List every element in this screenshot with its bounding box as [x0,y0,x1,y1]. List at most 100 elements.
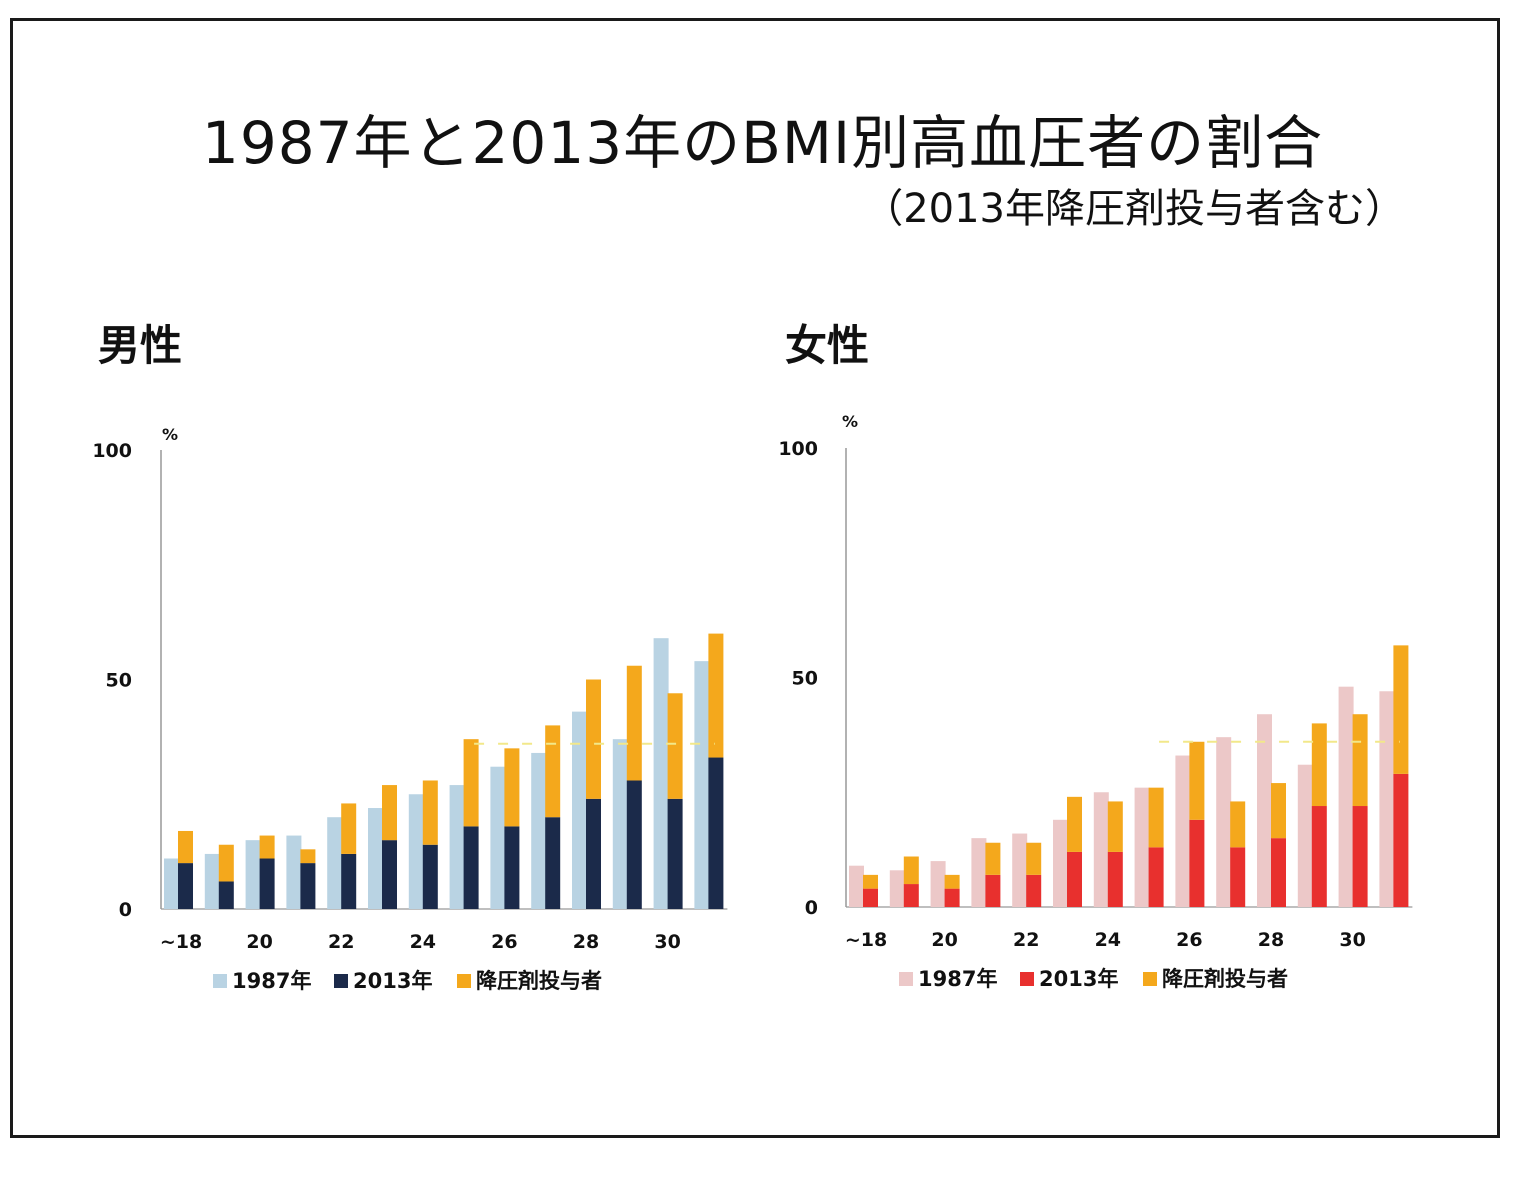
female-y-unit-label: % [842,412,858,431]
female-bar-1987 [889,870,905,907]
female-x-tick-label: 26 [1176,929,1202,951]
female-x-tick-label: 22 [1013,929,1039,951]
slide-subtitle: （2013年降圧剤投与者含む） [863,186,1405,232]
female-bar-2013 [1271,838,1286,907]
male-bar-2013 [626,780,642,909]
male-bar-2013 [586,798,601,909]
male-bar-1987 [653,638,669,909]
male-bar-2013 [341,853,357,909]
female-bar-1987 [1012,833,1028,907]
male-bar-2013 [708,757,724,909]
male-bar-1987 [327,817,343,909]
male-bar-treated [586,679,601,799]
female-bar-treated [1352,714,1368,807]
female-y-tick-label: 50 [792,668,818,690]
female-bar-2013 [1393,773,1409,907]
female-bar-treated [985,842,1001,875]
female-bar-2013 [1230,847,1246,907]
male-x-tick-label: 22 [328,931,354,953]
female-bar-1987 [971,838,987,907]
female-bar-1987 [930,861,946,907]
male-bar-treated [504,748,520,827]
female-legend-swatch [899,972,913,986]
slide-frame [10,18,1500,1138]
female-bar-treated [1393,645,1409,774]
slide-title: 1987年と2013年のBMI別高血圧者の割合 [201,109,1324,177]
female-legend-label: 2013年 [1039,967,1118,991]
female-bar-1987 [1175,755,1191,907]
male-x-tick-label: 20 [246,931,272,953]
female-bar-2013 [1026,874,1042,907]
female-x-tick-label: 28 [1258,929,1284,951]
female-bar-2013 [985,874,1001,907]
male-bar-2013 [178,863,193,909]
female-x-tick-label: ~18 [845,929,887,951]
male-x-tick-label: 26 [491,931,517,953]
female-x-tick-label: 20 [931,929,957,951]
female-bar-treated [1026,842,1042,875]
male-x-tick-label: 28 [573,931,599,953]
female-bar-treated [1067,796,1082,852]
female-legend-swatch [1143,972,1157,986]
male-bar-2013 [504,826,520,909]
female-bar-treated [863,874,878,889]
male-bar-treated [545,725,561,818]
male-bar-treated [341,803,357,854]
male-bar-1987 [490,766,506,909]
male-bar-2013 [218,881,234,909]
male-bar-2013 [667,798,683,909]
male-x-tick-label: 30 [654,931,680,953]
male-y-tick-label: 100 [92,440,132,462]
male-bar-treated [667,693,683,799]
female-y-tick-label: 100 [778,438,818,460]
male-legend-swatch [213,974,227,988]
male-x-tick-label: ~18 [160,931,202,953]
male-bar-treated [708,633,724,758]
female-panel-title: 女性 [785,321,870,370]
male-bar-treated [300,849,316,864]
female-bar-2013 [1107,851,1123,907]
male-bar-1987 [531,752,547,909]
male-legend-label: 2013年 [353,969,432,993]
female-legend-swatch [1020,972,1034,986]
female-bar-1987 [1338,686,1354,907]
male-bar-1987 [449,785,465,909]
male-bar-2013 [545,817,561,909]
female-bar-2013 [863,888,878,907]
female-bar-treated [1148,787,1164,848]
male-legend-label: 降圧剤投与者 [476,969,602,993]
female-bar-1987 [1216,737,1232,907]
male-panel-title: 男性 [98,321,183,370]
male-legend-swatch [334,974,348,988]
female-bar-treated [1311,723,1327,807]
female-y-tick-label: 0 [805,897,818,919]
male-bar-1987 [572,711,587,909]
female-legend-label: 1987年 [918,967,997,991]
female-bar-2013 [944,888,960,907]
male-bar-1987 [612,739,628,909]
female-bar-2013 [1148,847,1164,907]
female-bar-treated [1107,801,1123,852]
female-bar-2013 [1067,851,1082,907]
female-bar-treated [1230,801,1246,848]
female-bar-2013 [1352,806,1368,907]
male-bar-2013 [300,863,316,909]
female-bar-1987 [1134,787,1150,907]
female-bar-1987 [1297,764,1313,907]
male-legend-swatch [457,974,471,988]
female-legend-label: 降圧剤投与者 [1162,967,1288,991]
male-bar-2013 [463,826,479,909]
male-bar-2013 [259,858,275,909]
female-bar-treated [1271,783,1286,839]
male-bar-treated [382,785,397,841]
male-bar-1987 [408,794,424,909]
female-bar-1987 [1053,819,1068,907]
male-y-unit-label: % [162,425,178,444]
male-bar-1987 [164,858,179,909]
male-bar-1987 [286,835,302,909]
male-bar-treated [259,835,275,859]
male-bar-2013 [422,844,438,909]
male-y-tick-label: 50 [106,670,132,692]
